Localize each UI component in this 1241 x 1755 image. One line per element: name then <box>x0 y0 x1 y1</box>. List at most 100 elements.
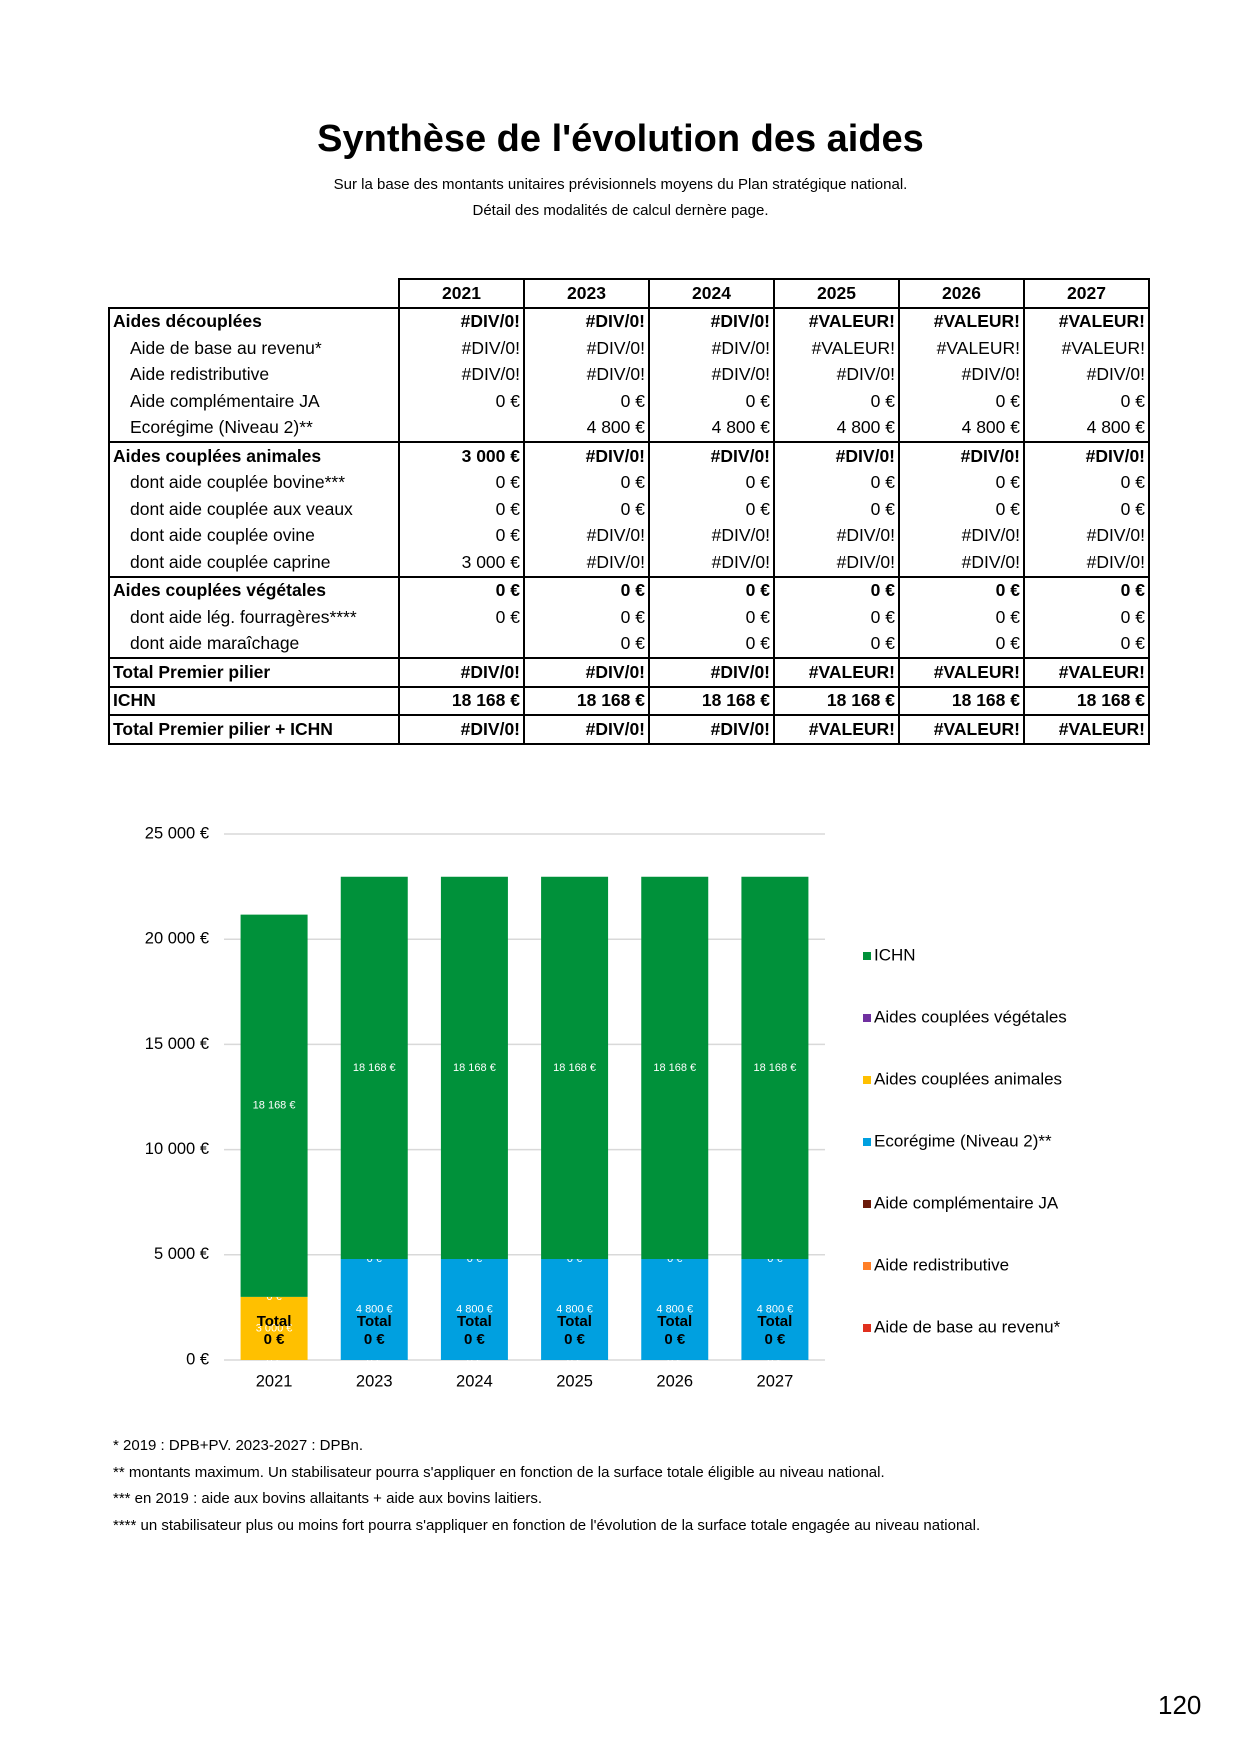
legend-swatch <box>863 1200 871 1208</box>
x-tick-label: 2026 <box>656 1372 693 1390</box>
row-label: Aides couplées animales <box>108 441 400 470</box>
summary-table: 2021 2023 2024 2025 2026 2027 Aides découplées… <box>108 278 1150 745</box>
legend-label: Aides couplées végétales <box>874 1007 1067 1026</box>
cell: #DIV/0! <box>523 522 650 549</box>
subtitle: Détail des modalités de calcul dernère p… <box>472 202 769 219</box>
footnote: * 2019 : DPB+PV. 2023-2027 : DPBn. <box>113 1437 364 1454</box>
row-label: Aides découplées <box>108 306 400 335</box>
cell: #VALEUR! <box>898 714 1025 745</box>
cell: #DIV/0! <box>648 361 775 388</box>
y-tick-label: 20 000 € <box>145 930 209 948</box>
cell: #DIV/0! <box>898 441 1025 470</box>
x-tick-label: 2024 <box>456 1372 493 1390</box>
cell: #VALEUR! <box>773 306 900 335</box>
cell: 0 € <box>773 496 900 523</box>
cell: 0 € <box>1023 630 1150 658</box>
table-row: Aide redistributive #DIV/0! #DIV/0! #DIV/0!… <box>108 361 1150 388</box>
cell: #DIV/0! <box>523 361 650 388</box>
data-label: 18 168 € <box>453 1062 496 1074</box>
data-label: 18 168 € <box>653 1062 696 1074</box>
legend-swatch <box>863 952 871 960</box>
bar-segment <box>641 876 709 1260</box>
total-label: Total <box>557 1313 592 1330</box>
cell: #DIV/0! <box>1023 522 1150 549</box>
footnote: ** montants maximum. Un stabilisateur po… <box>113 1463 885 1481</box>
bar-segment <box>741 1259 809 1360</box>
total-label: Total <box>758 1313 793 1330</box>
cell: 0 € <box>648 630 775 658</box>
cell: #VALEUR! <box>773 335 900 362</box>
row-label: ICHN <box>108 685 400 715</box>
cell: 0 € <box>898 604 1025 631</box>
cell: 0 € <box>1023 388 1150 415</box>
data-label: 18 168 € <box>553 1062 596 1074</box>
cell: 4 800 € <box>523 414 650 442</box>
cell: #DIV/0! <box>648 522 775 549</box>
cell: #VALEUR! <box>1023 335 1150 362</box>
y-tick-label: 25 000 € <box>145 824 209 842</box>
cell: #DIV/0! <box>1023 441 1150 470</box>
total-value: 0 € <box>564 1331 586 1348</box>
cell: 0 € <box>1023 469 1150 496</box>
cell: 0 € <box>398 604 525 631</box>
table-row: dont aide couplée caprine 3 000 € #DIV/0! #… <box>108 549 1150 577</box>
legend-swatch <box>863 1262 871 1270</box>
row-label: Ecorégime (Niveau 2)** <box>108 414 400 442</box>
data-label: 4 800 € <box>356 1303 393 1315</box>
cell: 3 000 € <box>398 441 525 470</box>
cell: 4 800 € <box>898 414 1025 442</box>
subtitle: Sur la base des montants unitaires prévi… <box>333 176 908 193</box>
cell: #DIV/0! <box>523 657 650 687</box>
legend-label: Aide redistributive <box>874 1255 1009 1274</box>
data-label: 18 168 € <box>754 1062 797 1074</box>
data-label: 18 168 € <box>253 1100 296 1112</box>
y-tick-label: 10 000 € <box>145 1140 209 1158</box>
bar-segment <box>741 876 809 1260</box>
cell: 4 800 € <box>1023 414 1150 442</box>
cell: 0 € <box>648 496 775 523</box>
row-label: dont aide couplée aux veaux <box>108 496 400 523</box>
column-header: 2026 <box>898 278 1025 308</box>
cell: 0 € <box>523 496 650 523</box>
cell: 0 € <box>898 575 1025 604</box>
cell: 0 € <box>773 630 900 658</box>
bar-segment <box>541 876 609 1260</box>
data-label: 4 800 € <box>456 1303 493 1315</box>
table-row: dont aide lég. fourragères**** 0 €0 €0 €0… <box>108 604 1150 631</box>
y-tick-label: 0 € <box>186 1350 209 1368</box>
column-header: 2023 <box>523 278 650 308</box>
cell: 0 € <box>523 604 650 631</box>
cell: 0 € <box>648 575 775 604</box>
row-label: dont aide couplée bovine*** <box>108 469 400 496</box>
cell: 0 € <box>398 388 525 415</box>
bar-segment <box>240 1296 308 1360</box>
cell: 18 168 € <box>1023 685 1150 715</box>
cell: 0 € <box>523 469 650 496</box>
cell: #DIV/0! <box>898 522 1025 549</box>
cell: 3 000 € <box>398 549 525 577</box>
cell <box>398 414 525 442</box>
title: Synthèse de l'évolution des aides <box>317 118 924 160</box>
row-label: dont aide couplée caprine <box>108 549 400 577</box>
cell: #DIV/0! <box>1023 549 1150 577</box>
cell: 0 € <box>398 575 525 604</box>
row-label: dont aide lég. fourragères**** <box>108 604 400 631</box>
cell: 18 168 € <box>773 685 900 715</box>
cell: 18 168 € <box>398 685 525 715</box>
total-label: Total <box>457 1313 492 1330</box>
table-row: dont aide couplée aux veaux 0 €0 €0 €0 €0… <box>108 496 1150 523</box>
legend-swatch <box>863 1324 871 1332</box>
cell: 0 € <box>1023 575 1150 604</box>
cell: 0 € <box>898 469 1025 496</box>
cell: #DIV/0! <box>398 335 525 362</box>
cell <box>398 630 525 658</box>
column-header: 2025 <box>773 278 900 308</box>
cell: #VALEUR! <box>898 335 1025 362</box>
legend-swatch <box>863 1014 871 1022</box>
cell: #DIV/0! <box>398 714 525 745</box>
bar-segment <box>641 1259 709 1360</box>
cell: #VALEUR! <box>1023 306 1150 335</box>
bar-segment <box>440 1259 508 1360</box>
row-label: Aide redistributive <box>108 361 400 388</box>
